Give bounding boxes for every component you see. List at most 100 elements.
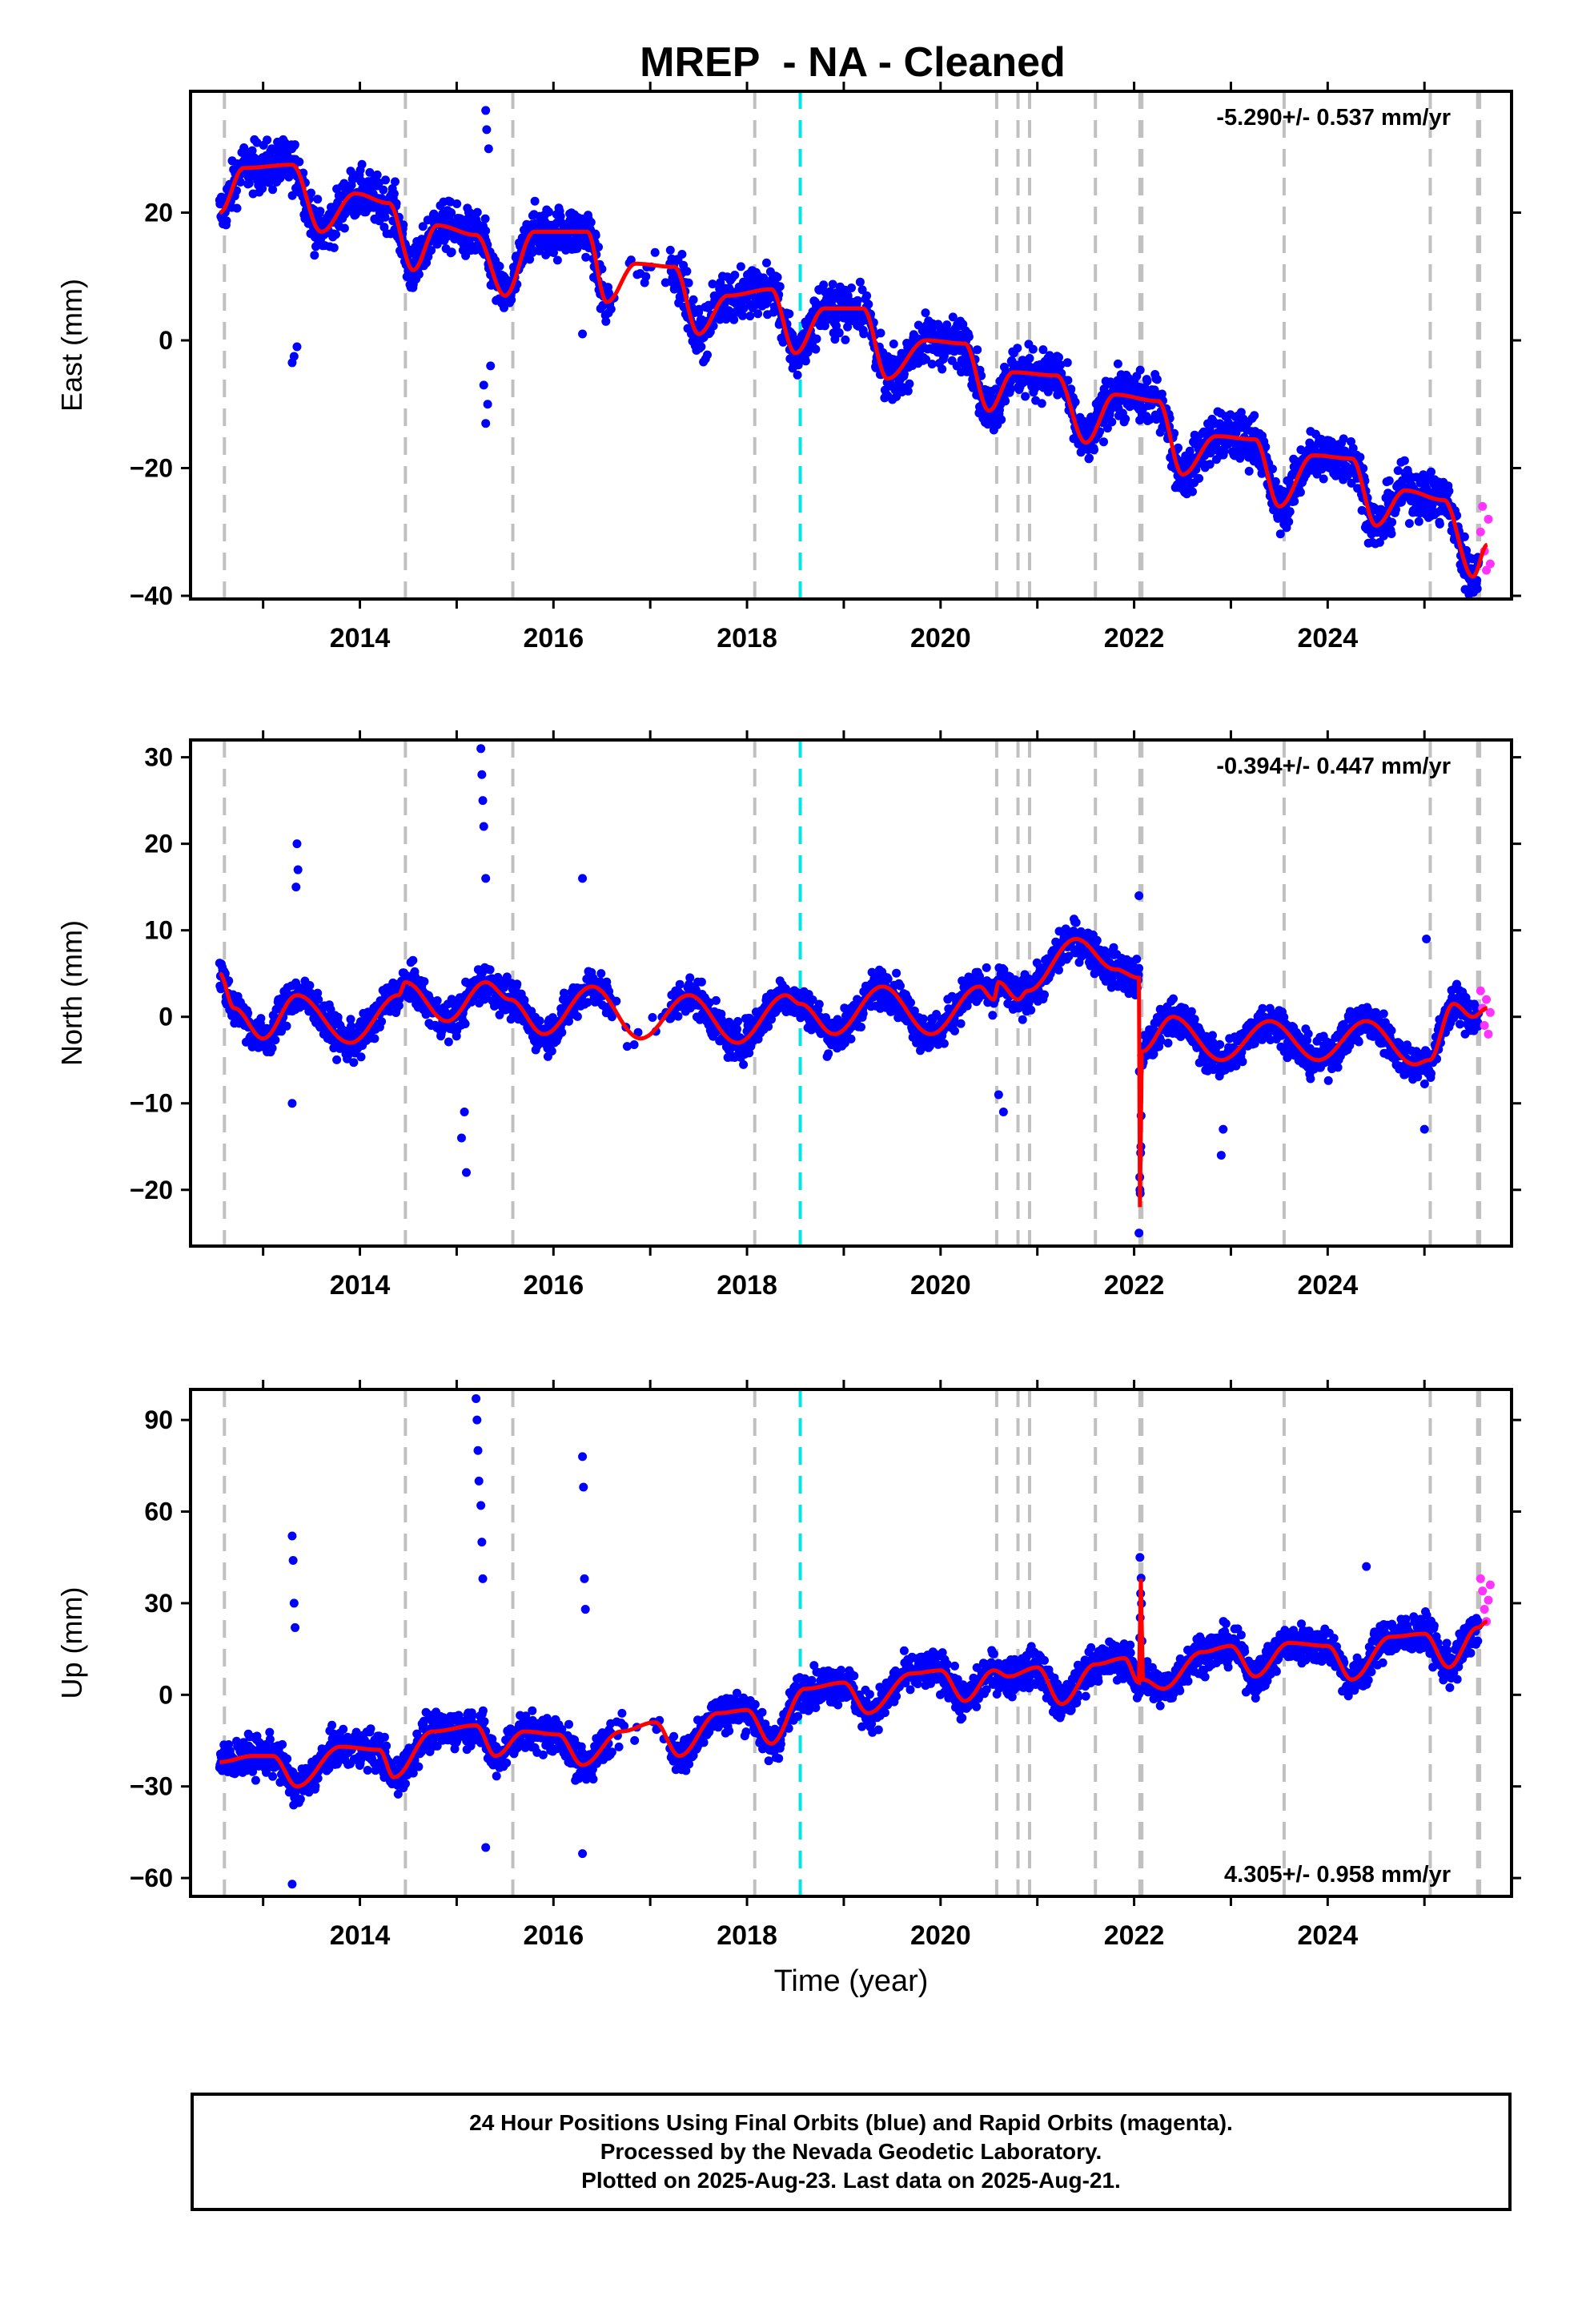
data-point: [1261, 442, 1271, 452]
rate-label: -5.290+/- 0.537 mm/yr: [1216, 105, 1451, 131]
data-point: [864, 300, 873, 309]
data-point: [843, 291, 853, 300]
data-point: [1460, 532, 1469, 541]
data-point: [896, 981, 905, 991]
data-point: [1174, 443, 1182, 452]
y-tick-label: 0: [159, 326, 173, 355]
data-point: [853, 296, 862, 305]
final-orbit-points: [215, 106, 1484, 599]
data-point: [1348, 444, 1358, 453]
data-point: [812, 334, 821, 344]
outlier-point: [484, 144, 493, 154]
data-point: [1132, 955, 1142, 964]
data-point: [921, 308, 930, 318]
data-point: [1026, 1005, 1036, 1015]
x-tick-label: 2020: [910, 623, 971, 653]
data-point: [557, 1027, 567, 1037]
data-point: [313, 988, 323, 998]
y-tick-label: −20: [130, 454, 173, 483]
data-point: [847, 283, 856, 292]
data-point: [594, 243, 603, 251]
data-point: [331, 230, 340, 239]
outlier-point: [486, 361, 496, 371]
data-point: [739, 304, 749, 313]
data-point: [1296, 445, 1306, 455]
data-point: [819, 280, 829, 290]
data-point: [1244, 466, 1254, 476]
data-point: [846, 1034, 856, 1043]
data-point: [1063, 376, 1073, 385]
data-point: [268, 185, 278, 195]
data-point: [381, 175, 390, 185]
data-point: [1040, 990, 1049, 999]
data-point: [834, 328, 844, 338]
data-point: [1169, 994, 1178, 1003]
data-point: [1135, 365, 1145, 375]
data-point: [1025, 354, 1034, 363]
data-point: [677, 250, 687, 259]
data-point: [315, 207, 325, 216]
data-point: [950, 1026, 959, 1035]
data-point: [1295, 488, 1305, 497]
y-tick-label: −40: [130, 581, 173, 610]
x-tick-label: 2016: [523, 623, 584, 653]
data-point: [905, 379, 914, 388]
data-point: [408, 955, 418, 965]
data-point: [876, 328, 885, 338]
data-point: [1013, 344, 1022, 353]
data-point: [1399, 456, 1409, 465]
data-point: [310, 251, 319, 260]
data-point: [793, 370, 802, 380]
data-point: [738, 311, 748, 320]
y-axis-label: East (mm): [55, 279, 88, 412]
data-point: [512, 979, 522, 989]
data-point: [689, 295, 698, 304]
data-point: [1205, 460, 1215, 469]
data-point: [673, 1011, 683, 1021]
data-point: [1021, 392, 1030, 401]
data-point: [889, 340, 898, 348]
data-point: [938, 364, 947, 374]
outlier-point: [479, 380, 488, 390]
data-point: [507, 296, 516, 304]
y-tick-label: 20: [144, 199, 173, 227]
data-point: [1359, 464, 1368, 473]
data-point: [1185, 446, 1195, 456]
data-point: [988, 1011, 998, 1020]
data-point: [1113, 359, 1122, 368]
data-point: [380, 212, 390, 222]
data-point: [824, 1049, 833, 1059]
data-point: [1384, 476, 1394, 485]
data-point: [648, 1013, 657, 1022]
data-point: [414, 270, 424, 279]
data-point: [305, 981, 315, 990]
data-point: [1387, 529, 1396, 538]
data-point: [1157, 389, 1166, 399]
data-point: [222, 216, 231, 226]
data-point: [591, 231, 600, 240]
data-point: [811, 344, 821, 354]
final-orbit-points: [215, 744, 1484, 1238]
outlier-point: [483, 400, 492, 409]
x-tick-label: 2014: [330, 623, 391, 653]
data-point: [1284, 517, 1294, 526]
data-point: [333, 1012, 343, 1022]
data-point: [427, 246, 436, 255]
rapid-point: [1485, 559, 1495, 569]
data-point: [828, 279, 837, 289]
outlier-point: [578, 329, 588, 339]
data-point: [247, 146, 257, 155]
x-tick-label: 2024: [1298, 623, 1359, 653]
data-point: [892, 968, 901, 978]
data-point: [1472, 584, 1482, 593]
data-point: [1393, 466, 1403, 476]
data-point: [1195, 473, 1204, 483]
data-point: [1062, 358, 1072, 368]
data-point: [682, 267, 692, 276]
data-point: [460, 1019, 470, 1028]
data-point: [495, 262, 504, 271]
